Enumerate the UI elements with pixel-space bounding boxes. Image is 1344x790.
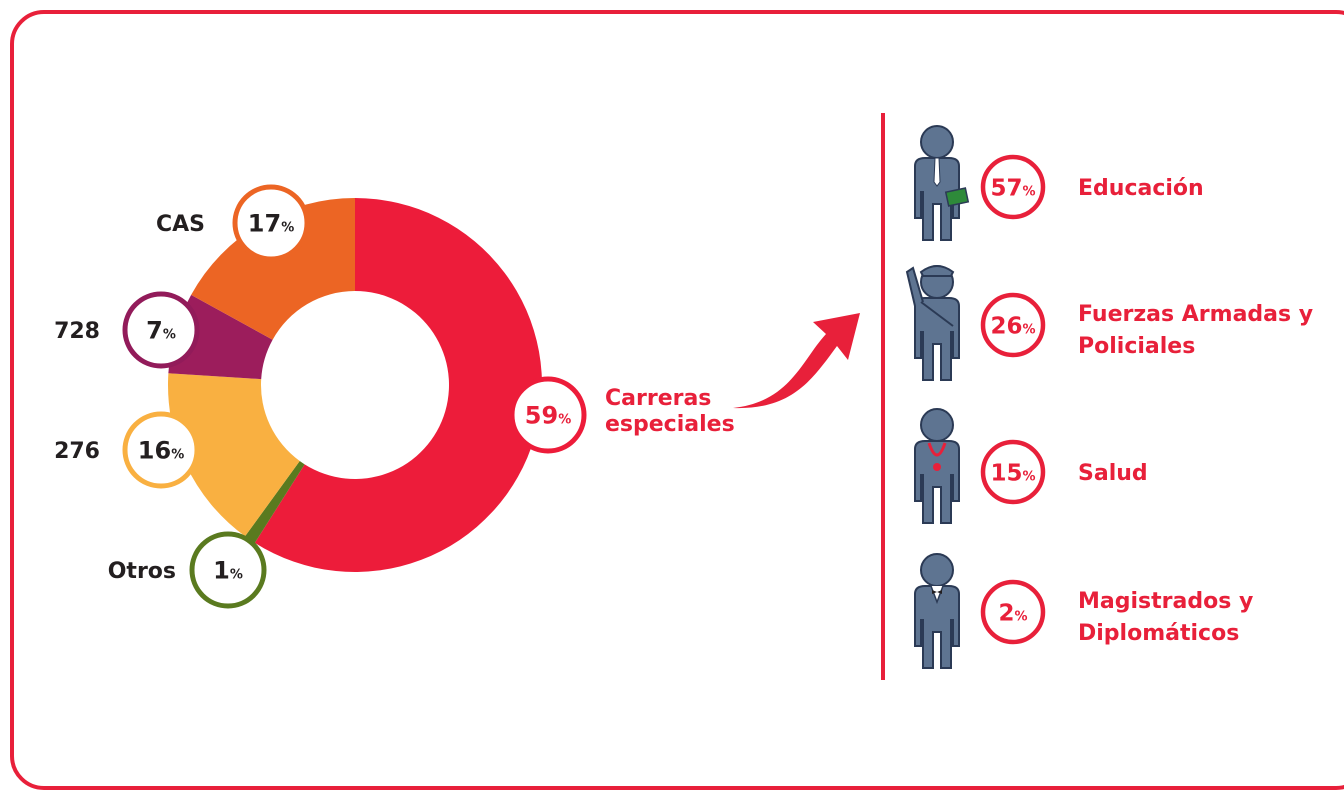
divider-line xyxy=(881,113,885,680)
soldier-icon xyxy=(905,265,960,381)
value-d276: 16% xyxy=(138,437,184,465)
slice-cas xyxy=(191,198,355,340)
slice-otros xyxy=(245,461,305,543)
badge-otros: 1% Otros xyxy=(108,531,267,609)
badge-circle-otros xyxy=(189,531,267,609)
teacher-icon xyxy=(914,125,970,241)
badge-circle-cas xyxy=(232,184,310,262)
breakdown-label-line2: Diplomáticos xyxy=(1078,621,1239,646)
value-d728: 7% xyxy=(146,317,176,345)
doctor-icon xyxy=(914,408,960,524)
breakdown-badge xyxy=(980,154,1046,220)
badge-circle-d728 xyxy=(122,291,200,369)
breakdown-label-line2: Policiales xyxy=(1078,334,1195,359)
value-especiales: 59% xyxy=(525,402,571,430)
badge-d276: 16% 276 xyxy=(54,411,200,489)
value-otros: 1% xyxy=(213,557,243,585)
arrow-shape xyxy=(733,313,860,409)
breakdown-badge xyxy=(980,579,1046,645)
breakdown-badge xyxy=(980,439,1046,505)
label-otros: Otros xyxy=(108,559,176,584)
breakdown-label-line1: Fuerzas Armadas y xyxy=(1078,302,1313,327)
badge-circle-d276 xyxy=(122,411,200,489)
label-especiales-line1: Carreras xyxy=(605,386,711,411)
breakdown-row-4: 2% Magistrados y Diplomáticos xyxy=(914,553,1253,669)
label-d276: 276 xyxy=(54,439,100,464)
breakdown-label-line1: Salud xyxy=(1078,461,1148,486)
label-d728: 728 xyxy=(54,319,100,344)
slice-d276 xyxy=(168,373,300,537)
label-cas: CAS xyxy=(156,212,205,237)
diplomat-icon xyxy=(914,553,960,669)
badge-cas: 17% CAS xyxy=(156,184,310,262)
badge-d728: 7% 728 xyxy=(54,291,200,369)
slice-especiales xyxy=(254,198,542,572)
label-especiales-line2: especiales xyxy=(605,412,735,437)
breakdown-value: 57% xyxy=(990,175,1035,201)
arrow-group xyxy=(733,313,860,409)
breakdown-value: 2% xyxy=(998,600,1027,626)
breakdown-panel: 57% Educación 26% Fuerzas Armadas y Policial… xyxy=(881,113,1313,680)
breakdown-label-line1: Educación xyxy=(1078,176,1204,201)
breakdown-row-3: 15% Salud xyxy=(914,408,1148,524)
breakdown-row-1: 57% Educación xyxy=(914,125,1204,241)
value-cas: 17% xyxy=(248,210,294,238)
breakdown-label-line1: Magistrados y xyxy=(1078,589,1253,614)
breakdown-row-2: 26% Fuerzas Armadas y Policiales xyxy=(905,265,1313,381)
badge-circle-especiales xyxy=(509,376,587,454)
breakdown-value: 26% xyxy=(990,313,1035,339)
breakdown-value: 15% xyxy=(990,460,1035,486)
breakdown-badge xyxy=(980,292,1046,358)
